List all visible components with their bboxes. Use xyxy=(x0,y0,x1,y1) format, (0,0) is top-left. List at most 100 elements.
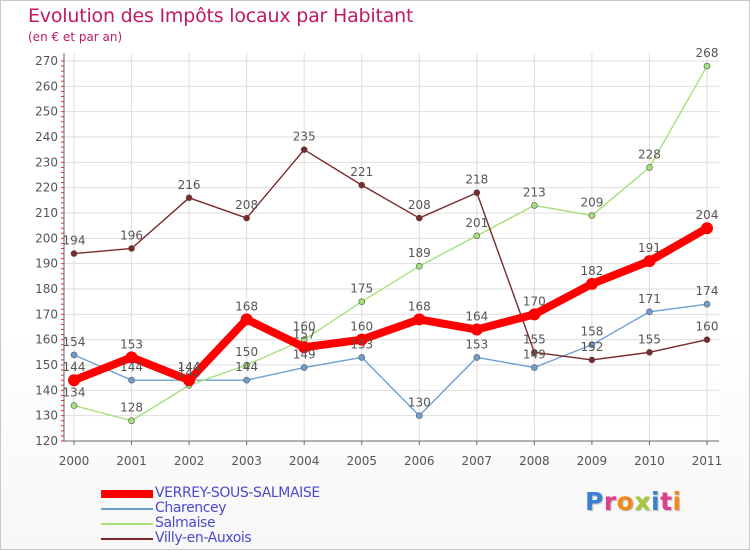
data-point xyxy=(240,313,253,326)
data-label: 208 xyxy=(235,198,258,212)
data-label: 235 xyxy=(293,130,316,144)
data-label: 157 xyxy=(293,327,316,341)
data-point xyxy=(531,364,538,371)
chart-subtitle: (en € et par an) xyxy=(28,30,123,44)
data-label: 160 xyxy=(696,320,719,334)
data-point xyxy=(528,308,541,321)
data-label: 216 xyxy=(178,178,201,192)
data-point xyxy=(185,194,193,202)
data-label: 152 xyxy=(580,340,603,354)
data-point xyxy=(473,354,481,361)
data-point xyxy=(298,341,311,354)
series-line-salmaise xyxy=(73,65,708,422)
data-point xyxy=(128,376,135,384)
data-point xyxy=(243,214,250,222)
data-point xyxy=(646,308,653,316)
data-point xyxy=(703,300,711,308)
y-tick-label: 170 xyxy=(35,307,58,321)
data-point xyxy=(243,376,250,384)
y-tick-label: 140 xyxy=(35,383,58,397)
data-point xyxy=(70,250,78,257)
data-label: 144 xyxy=(120,360,143,374)
data-point xyxy=(643,255,656,268)
data-point xyxy=(300,364,308,371)
logo-letter: o xyxy=(616,487,635,516)
data-point xyxy=(70,402,78,409)
data-point xyxy=(358,181,366,189)
y-tick-label: 150 xyxy=(35,358,58,372)
data-label: 168 xyxy=(408,299,431,313)
data-point xyxy=(243,361,250,369)
x-tick-label: 2003 xyxy=(231,454,262,468)
data-label: 194 xyxy=(63,234,86,248)
data-label: 158 xyxy=(580,325,603,339)
data-label: 160 xyxy=(293,320,316,334)
data-label: 168 xyxy=(235,299,258,313)
y-tick-label: 200 xyxy=(35,231,58,245)
data-label: 153 xyxy=(120,337,143,351)
data-point xyxy=(588,341,596,349)
data-label: 213 xyxy=(523,185,546,199)
x-tick-label: 2006 xyxy=(404,454,435,468)
data-label: 228 xyxy=(638,147,661,161)
y-tick-label: 210 xyxy=(35,206,58,220)
legend-swatch-charencey xyxy=(101,507,153,510)
legend-label: Charencey xyxy=(155,500,227,516)
data-point xyxy=(646,349,653,356)
data-point xyxy=(128,245,135,252)
data-point xyxy=(415,412,423,419)
data-point xyxy=(70,351,78,359)
data-label: 149 xyxy=(293,348,316,362)
logo-letter: r xyxy=(603,487,617,516)
data-label: 164 xyxy=(465,310,488,324)
data-point xyxy=(646,164,653,171)
data-label: 144 xyxy=(178,360,201,374)
data-label: 128 xyxy=(120,401,143,415)
logo-letter: x xyxy=(634,487,651,516)
data-label: 153 xyxy=(350,337,373,351)
data-label: 182 xyxy=(580,264,603,278)
x-tick-label: 2011 xyxy=(692,454,723,468)
data-label: 154 xyxy=(63,335,86,349)
legend-label: Salmaise xyxy=(155,515,216,531)
data-label: 149 xyxy=(523,348,546,362)
y-tick-label: 130 xyxy=(35,409,58,423)
logo-letter: P xyxy=(585,487,604,516)
series-line-villy-en-auxois xyxy=(73,148,708,361)
data-point xyxy=(68,374,80,387)
data-label: 142 xyxy=(178,365,201,379)
y-tick-label: 230 xyxy=(35,155,58,169)
x-tick-label: 2007 xyxy=(462,454,493,468)
data-point xyxy=(703,336,711,343)
data-label: 153 xyxy=(465,337,488,351)
legend-label: VERREY-SOUS-SALMAISE xyxy=(155,485,320,501)
data-label: 144 xyxy=(178,360,201,374)
y-tick-label: 190 xyxy=(35,257,58,271)
y-tick-label: 260 xyxy=(35,79,58,93)
x-tick-label: 2009 xyxy=(577,454,608,468)
data-label: 196 xyxy=(120,228,143,242)
x-tick-label: 2004 xyxy=(289,454,320,468)
data-label: 134 xyxy=(63,386,86,400)
y-tick-label: 180 xyxy=(35,282,58,296)
data-label: 268 xyxy=(696,46,719,60)
data-label: 144 xyxy=(235,360,258,374)
data-point xyxy=(125,351,138,364)
data-point xyxy=(588,356,596,364)
data-label: 160 xyxy=(350,320,373,334)
data-point xyxy=(531,202,538,209)
data-label: 208 xyxy=(408,198,431,212)
data-point xyxy=(531,349,538,356)
data-point xyxy=(358,298,366,305)
data-label: 170 xyxy=(523,294,546,308)
data-label: 189 xyxy=(408,246,431,260)
data-point xyxy=(128,417,135,425)
data-label: 204 xyxy=(696,208,719,222)
data-point xyxy=(183,374,196,387)
data-label: 174 xyxy=(696,284,719,298)
legend-swatch-salmaise xyxy=(101,522,153,525)
x-tick-label: 2002 xyxy=(174,454,205,468)
x-tick-label: 2008 xyxy=(519,454,550,468)
